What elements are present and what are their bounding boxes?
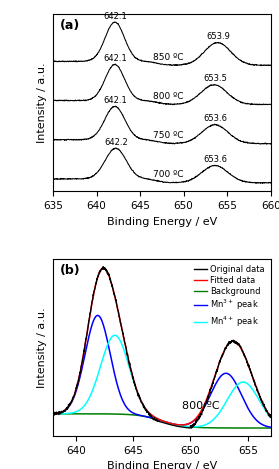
X-axis label: Binding Energy / eV: Binding Energy / eV <box>107 461 217 469</box>
Background <box>206 425 210 431</box>
Mn4+ peak <box>113 333 116 338</box>
Line: Mn3+ peak: Mn3+ peak <box>53 316 271 427</box>
Mn3+ peak <box>215 378 219 384</box>
Mn4+ peak <box>108 337 111 343</box>
Original data <box>75 383 78 388</box>
Text: 642.1: 642.1 <box>104 12 128 21</box>
Original data <box>145 407 148 413</box>
Legend: Original data, Fitted data, Background, Mn$^{3+}$ peak, Mn$^{4+}$ peak: Original data, Fitted data, Background, … <box>193 263 266 331</box>
Text: 653.5: 653.5 <box>203 74 227 83</box>
X-axis label: Binding Energy / eV: Binding Energy / eV <box>107 217 217 227</box>
Original data <box>101 264 105 270</box>
Text: 642.2: 642.2 <box>105 138 128 147</box>
Background <box>215 425 218 431</box>
Fitted data <box>145 407 148 412</box>
Fitted data <box>180 422 183 428</box>
Mn4+ peak <box>240 379 243 385</box>
Mn3+ peak <box>96 313 100 318</box>
Text: 653.9: 653.9 <box>206 32 230 41</box>
Mn4+ peak <box>75 408 78 414</box>
Mn4+ peak <box>269 415 272 420</box>
Fitted data <box>108 275 112 281</box>
Mn3+ peak <box>145 414 148 419</box>
Line: Fitted data: Fitted data <box>53 268 271 425</box>
Fitted data <box>75 384 78 390</box>
Fitted data <box>240 346 243 352</box>
Text: 700 ºC: 700 ºC <box>153 170 183 179</box>
Text: (a): (a) <box>59 19 80 32</box>
Background <box>144 414 148 419</box>
Text: 750 ºC: 750 ºC <box>153 131 183 140</box>
Background <box>75 411 78 416</box>
Line: Background: Background <box>53 414 271 428</box>
Background <box>269 425 272 431</box>
Mn3+ peak <box>108 349 112 355</box>
Mn4+ peak <box>145 407 148 412</box>
Text: 800 ºC: 800 ºC <box>182 401 220 411</box>
Background <box>108 411 111 417</box>
Text: (b): (b) <box>59 264 80 277</box>
Background <box>239 425 242 431</box>
Mn3+ peak <box>239 391 243 397</box>
Mn4+ peak <box>207 421 210 426</box>
Original data <box>240 346 243 351</box>
Fitted data <box>102 265 105 271</box>
Text: 653.6: 653.6 <box>204 114 228 123</box>
Fitted data <box>216 366 219 371</box>
Line: Original data: Original data <box>53 267 271 428</box>
Mn3+ peak <box>75 386 78 392</box>
Y-axis label: Intensity / a.u.: Intensity / a.u. <box>37 307 47 388</box>
Text: 800 ºC: 800 ºC <box>153 92 183 101</box>
Mn3+ peak <box>206 397 210 402</box>
Original data <box>190 425 193 431</box>
Text: 642.1: 642.1 <box>104 54 128 63</box>
Fitted data <box>51 411 55 416</box>
Original data <box>108 277 112 282</box>
Mn4+ peak <box>51 411 55 416</box>
Text: 850 ºC: 850 ºC <box>153 53 183 62</box>
Original data <box>207 393 210 399</box>
Original data <box>269 413 272 419</box>
Original data <box>216 366 219 372</box>
Text: 653.6: 653.6 <box>204 155 228 164</box>
Text: 642.1: 642.1 <box>104 96 128 105</box>
Fitted data <box>269 414 272 419</box>
Background <box>51 411 55 416</box>
Mn3+ peak <box>269 424 272 430</box>
Mn4+ peak <box>216 412 219 418</box>
Mn4+ peak <box>191 424 195 430</box>
Y-axis label: Intensity / a.u.: Intensity / a.u. <box>37 62 47 143</box>
Line: Mn4+ peak: Mn4+ peak <box>53 335 271 427</box>
Original data <box>51 411 55 416</box>
Fitted data <box>207 392 210 397</box>
Mn3+ peak <box>51 411 55 416</box>
